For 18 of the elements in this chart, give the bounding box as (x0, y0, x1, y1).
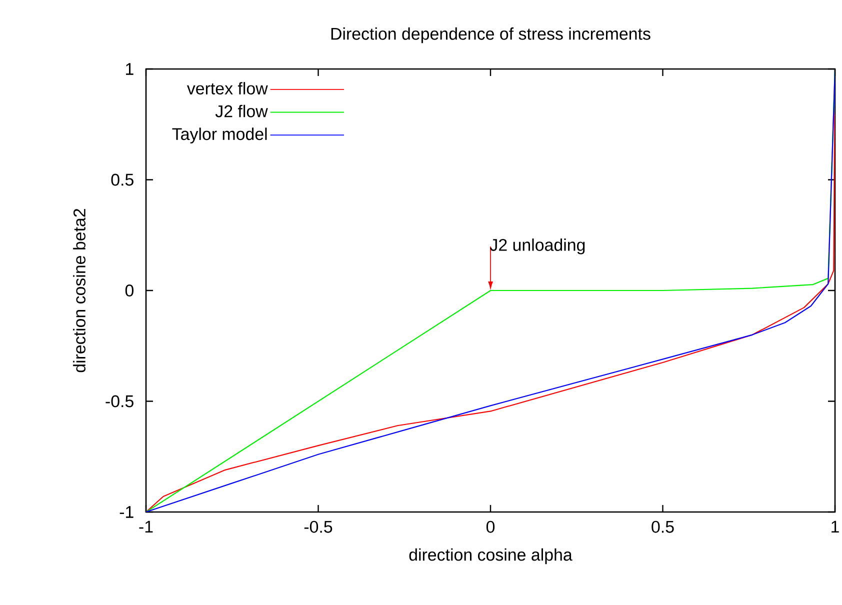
x-tick-label: -1 (139, 520, 153, 532)
y-tick-label: 0.5 (111, 174, 134, 186)
y-tick-label: -0.5 (106, 395, 134, 408)
y-tick-label: 1 (126, 63, 134, 75)
chart-title: Direction dependence of stress increments (331, 27, 650, 44)
x-axis-title: direction cosine alpha (409, 548, 572, 564)
x-tick-label: 1 (832, 520, 839, 532)
x-tick-label: -0.5 (304, 520, 332, 533)
x-tick-label: 0 (486, 520, 495, 533)
y-axis-title: direction cosine beta2 (73, 209, 86, 372)
y-tick-label: 0 (125, 284, 134, 296)
legend-label: J2 flow (215, 104, 268, 118)
annotation: J2 unloading (490, 238, 585, 254)
line-series (146, 68, 836, 512)
legend-label: vertex flow (186, 82, 268, 94)
y-tick-label: -1 (120, 506, 134, 518)
x-tick-label: 0.5 (652, 520, 674, 533)
legend-label: Taylor model (172, 128, 267, 144)
